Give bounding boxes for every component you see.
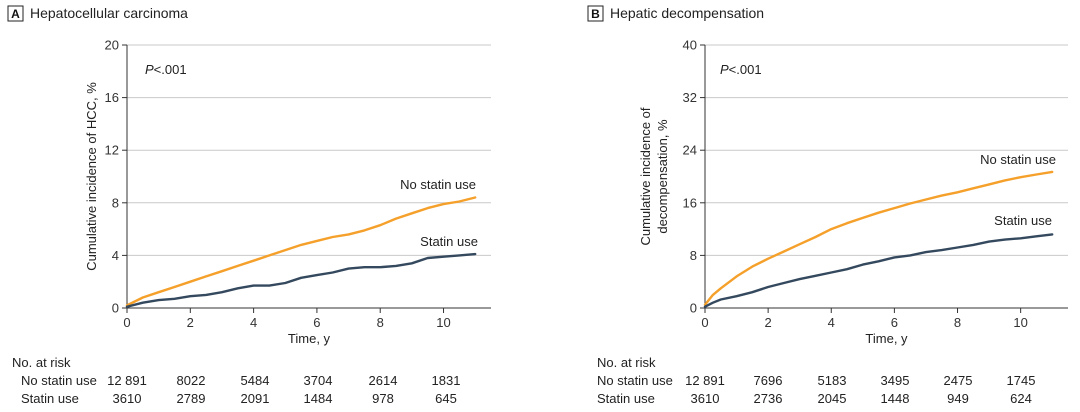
at-risk-value: 1831 — [432, 373, 461, 388]
x-tick-label: 4 — [250, 315, 257, 330]
y-tick-label: 4 — [112, 248, 119, 263]
y-tick-label: 20 — [105, 38, 119, 53]
x-tick-label: 2 — [187, 315, 194, 330]
at-risk-header: No. at risk — [597, 355, 656, 370]
at-risk-value: 2091 — [241, 391, 270, 406]
series-line-statin — [703, 233, 1054, 308]
at-risk-row-label: Statin use — [597, 391, 655, 406]
x-tick-label: 0 — [701, 315, 708, 330]
at-risk-value: 949 — [947, 391, 969, 406]
at-risk-value: 1745 — [1007, 373, 1036, 388]
at-risk-value: 3495 — [881, 373, 910, 388]
at-risk-value: 2475 — [944, 373, 973, 388]
at-risk-value: 1484 — [304, 391, 333, 406]
series-line-no-statin — [125, 196, 477, 307]
series-line-no-statin — [703, 170, 1054, 306]
p-value: P<.001 — [145, 62, 187, 77]
at-risk-value: 2789 — [177, 391, 206, 406]
panel-letter: B — [591, 7, 600, 21]
x-tick-label: 8 — [954, 315, 961, 330]
at-risk-row-label: No statin use — [21, 373, 97, 388]
x-tick-label: 10 — [436, 315, 450, 330]
x-tick-label: 0 — [123, 315, 130, 330]
panel-letter: A — [11, 7, 20, 21]
at-risk-value: 8022 — [177, 373, 206, 388]
series-label-no-statin: No statin use — [400, 177, 476, 192]
y-axis-label-line1: Cumulative incidence of — [638, 107, 653, 245]
series-line-statin — [125, 252, 477, 308]
y-tick-label: 16 — [105, 90, 119, 105]
y-tick-label: 16 — [683, 195, 697, 210]
x-tick-label: 6 — [891, 315, 898, 330]
at-risk-value: 7696 — [754, 373, 783, 388]
x-axis-label: Time, y — [865, 331, 908, 346]
x-tick-label: 10 — [1013, 315, 1027, 330]
panel-letter-box — [7, 5, 24, 22]
x-tick-label: 2 — [765, 315, 772, 330]
y-tick-label: 8 — [112, 195, 119, 210]
at-risk-value: 2614 — [369, 373, 398, 388]
at-risk-value: 2736 — [754, 391, 783, 406]
at-risk-value: 3610 — [113, 391, 142, 406]
at-risk-header: No. at risk — [12, 355, 71, 370]
y-axis-label: Cumulative incidence of HCC, % — [84, 82, 99, 271]
panel-letter-box — [587, 5, 604, 22]
x-axis-label: Time, y — [288, 331, 331, 346]
p-value: P<.001 — [720, 62, 762, 77]
y-tick-label: 24 — [683, 143, 697, 158]
at-risk-value: 5484 — [241, 373, 270, 388]
y-tick-label: 0 — [690, 301, 697, 316]
at-risk-value: 3704 — [304, 373, 333, 388]
y-tick-label: 12 — [105, 143, 119, 158]
y-tick-label: 40 — [683, 38, 697, 53]
at-risk-value: 3610 — [691, 391, 720, 406]
at-risk-value: 5183 — [818, 373, 847, 388]
y-tick-label: 32 — [683, 90, 697, 105]
y-tick-label: 0 — [112, 301, 119, 316]
y-tick-label: 8 — [690, 248, 697, 263]
at-risk-row-label: No statin use — [597, 373, 673, 388]
at-risk-value: 624 — [1010, 391, 1032, 406]
chart-title: Hepatic decompensation — [610, 5, 764, 21]
x-tick-label: 8 — [377, 315, 384, 330]
series-label-no-statin: No statin use — [980, 152, 1056, 167]
x-tick-label: 4 — [828, 315, 835, 330]
at-risk-value: 12 891 — [107, 373, 147, 388]
at-risk-value: 978 — [372, 391, 394, 406]
at-risk-value: 12 891 — [685, 373, 725, 388]
x-tick-label: 6 — [313, 315, 320, 330]
at-risk-value: 1448 — [881, 391, 910, 406]
series-label-statin: Statin use — [994, 213, 1052, 228]
at-risk-value: 645 — [435, 391, 457, 406]
at-risk-value: 2045 — [818, 391, 847, 406]
y-axis-label-line2: decompensation, % — [655, 119, 670, 234]
series-label-statin: Statin use — [420, 234, 478, 249]
chart-title: Hepatocellular carcinoma — [30, 5, 188, 21]
at-risk-row-label: Statin use — [21, 391, 79, 406]
